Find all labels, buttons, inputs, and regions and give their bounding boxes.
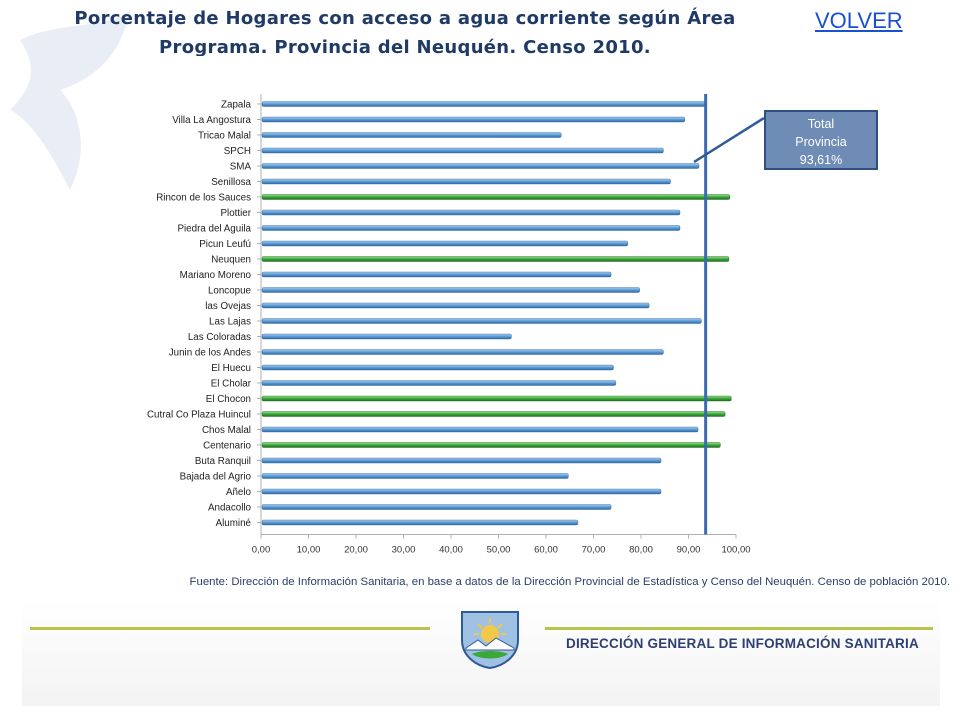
category-label: Añelo bbox=[226, 487, 252, 498]
province-total-callout: Total Provincia 93,61% bbox=[764, 110, 878, 170]
category-label: Zapala bbox=[221, 100, 252, 111]
category-label: El Cholar bbox=[211, 379, 252, 390]
category-label: Picun Leufú bbox=[199, 239, 251, 250]
bar-highlighted bbox=[261, 411, 726, 417]
bar bbox=[261, 178, 671, 185]
category-label: El Huecu bbox=[211, 363, 251, 374]
category-label: Buta Ranquil bbox=[195, 456, 251, 467]
source-note: Fuente: Dirección de Información Sanitar… bbox=[189, 576, 950, 588]
bar bbox=[261, 240, 628, 247]
bar bbox=[261, 163, 700, 169]
category-label: Junin de los Andes bbox=[169, 348, 251, 359]
bar bbox=[261, 302, 650, 309]
province-emblem-icon bbox=[461, 611, 519, 670]
background-dove-watermark bbox=[10, 10, 130, 190]
category-label: Piedra del Aguila bbox=[177, 224, 251, 235]
bar-highlighted bbox=[261, 194, 731, 200]
category-label: Las Coloradas bbox=[188, 332, 251, 343]
category-label: Mariano Moreno bbox=[180, 270, 252, 281]
x-tick-label: 20,00 bbox=[344, 545, 368, 556]
category-label: Centenario bbox=[203, 441, 251, 452]
bar bbox=[261, 519, 579, 526]
bar bbox=[261, 473, 569, 479]
category-label: Rincon de los Sauces bbox=[156, 193, 251, 204]
category-label: Neuquen bbox=[211, 255, 251, 266]
category-label: Cutral Co Plaza Huincul bbox=[147, 410, 251, 421]
category-label: SMA bbox=[230, 162, 252, 173]
footer-organization-name: DIRECCIÓN GENERAL DE INFORMACIÓN SANITAR… bbox=[566, 636, 919, 651]
bar bbox=[261, 504, 612, 510]
bar-highlighted bbox=[261, 442, 721, 448]
bar-chart: 0,00 10,00 20,00 30,00 40,00 50,00 60,00 70,00 8… bbox=[147, 94, 751, 556]
chart-panel: 0,00 10,00 20,00 30,00 40,00 50,00 60,00 70,00 8… bbox=[116, 56, 766, 570]
title-line-2: Programa. Provincia del Neuquén. Censo 2… bbox=[159, 37, 651, 58]
page-title: Porcentaje de Hogares con acceso a agua … bbox=[10, 4, 800, 62]
category-label: Senillosa bbox=[211, 177, 251, 188]
category-label: Bajada del Agrio bbox=[180, 472, 252, 483]
x-tick-label: 100,00 bbox=[721, 545, 750, 556]
category-label: las Ovejas bbox=[205, 301, 251, 312]
x-tick-label: 90,00 bbox=[677, 545, 701, 556]
bar bbox=[261, 380, 617, 386]
x-tick-label: 80,00 bbox=[629, 545, 653, 556]
footer-divider-right bbox=[545, 627, 933, 630]
bar bbox=[261, 488, 662, 495]
callout-value: 93,61% bbox=[799, 153, 843, 167]
bar bbox=[261, 132, 562, 138]
callout-line-1: Total bbox=[807, 117, 835, 131]
title-line-1: Porcentaje de Hogares con acceso a agua … bbox=[74, 8, 736, 29]
bar bbox=[261, 287, 640, 293]
x-tick-label: 0,00 bbox=[252, 545, 271, 556]
x-tick-label: 60,00 bbox=[534, 545, 558, 556]
bar bbox=[261, 209, 681, 216]
x-tick-label: 70,00 bbox=[582, 545, 606, 556]
category-label: Tricao Malal bbox=[198, 131, 251, 142]
category-label: Chos Malal bbox=[202, 425, 251, 436]
category-label: Villa La Angostura bbox=[172, 115, 251, 126]
category-label: SPCH bbox=[224, 146, 251, 157]
x-tick-label: 30,00 bbox=[392, 545, 416, 556]
bar bbox=[261, 271, 612, 278]
category-label: El Chocon bbox=[206, 394, 251, 405]
bar bbox=[261, 426, 699, 433]
bar bbox=[261, 333, 512, 340]
category-label: Las Lajas bbox=[209, 317, 251, 328]
bar bbox=[261, 147, 664, 154]
bar bbox=[261, 349, 664, 355]
callout-line-2: Provincia bbox=[795, 135, 847, 149]
bar bbox=[261, 116, 685, 123]
category-label: Aluminé bbox=[216, 518, 252, 529]
category-label: Andacollo bbox=[208, 503, 252, 514]
bar bbox=[261, 457, 662, 464]
category-label: Plottier bbox=[221, 208, 252, 219]
bar bbox=[261, 225, 681, 231]
bar-highlighted bbox=[261, 395, 732, 402]
back-link[interactable]: VOLVER bbox=[815, 8, 903, 33]
x-tick-label: 50,00 bbox=[487, 545, 511, 556]
bar bbox=[261, 364, 614, 371]
category-label: Loncopue bbox=[208, 286, 252, 297]
x-tick-label: 10,00 bbox=[297, 545, 321, 556]
footer-divider-left bbox=[30, 627, 430, 630]
bar bbox=[261, 101, 707, 107]
x-tick-label: 40,00 bbox=[439, 545, 463, 556]
bar-highlighted bbox=[261, 256, 730, 262]
bar bbox=[261, 318, 702, 324]
